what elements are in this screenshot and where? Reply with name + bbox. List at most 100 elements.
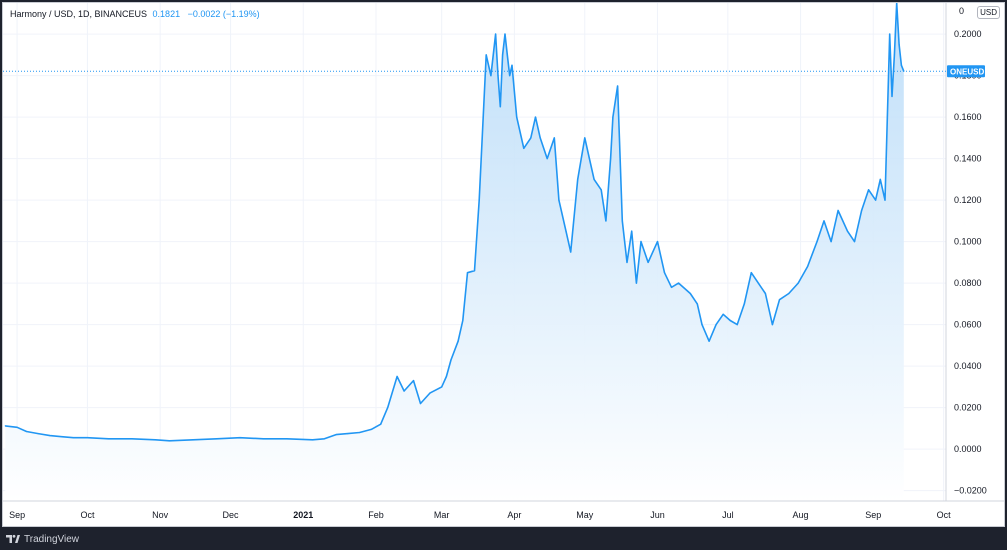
x-tick-label: Feb <box>368 510 384 520</box>
data-point <box>853 241 856 243</box>
data-point <box>530 137 532 139</box>
data-point <box>154 439 157 441</box>
x-tick-label: Aug <box>793 510 809 520</box>
data-point <box>656 241 659 243</box>
data-point <box>816 241 818 243</box>
data-point <box>131 438 133 440</box>
data-point <box>558 199 560 201</box>
y-tick-label: 0.0400 <box>954 361 982 371</box>
y-tick-label: 0.1200 <box>954 195 982 205</box>
data-point <box>689 292 691 295</box>
data-point <box>441 386 443 388</box>
tradingview-brand-label: TradingView <box>24 533 80 545</box>
data-point <box>678 282 680 284</box>
currency-button[interactable]: USD <box>977 6 1000 19</box>
data-point <box>879 178 881 180</box>
data-point <box>239 437 241 439</box>
data-point <box>478 199 480 201</box>
y-tick-label: −0.0200 <box>954 486 987 496</box>
data-point <box>539 137 541 139</box>
data-point <box>502 54 504 56</box>
y-tick-label: 0.0200 <box>954 403 982 413</box>
price-axis[interactable]: 0.20000.18000.16000.14000.12000.10000.08… <box>954 29 987 496</box>
price-tag-label: ONEUSD <box>950 67 984 76</box>
data-point <box>889 33 891 35</box>
y-tick-label: 0.0600 <box>954 320 982 330</box>
y-tick-label: 0.1400 <box>954 154 982 164</box>
x-tick-label: Oct <box>937 510 952 520</box>
time-axis[interactable]: Sep Oct Nov Dec 2021 Feb Mar Apr May Jun Jul Aug Sep… <box>9 510 951 520</box>
price-line <box>4 3 905 442</box>
x-tick-label: Apr <box>507 510 521 520</box>
data-point <box>462 319 464 322</box>
data-point <box>617 85 619 87</box>
y-tick-label: 0.1000 <box>954 237 982 247</box>
data-point <box>729 319 731 322</box>
data-point <box>499 106 501 108</box>
x-tick-label: Sep <box>9 510 25 520</box>
data-point <box>605 220 607 222</box>
data-point <box>485 54 487 56</box>
data-point <box>846 230 849 232</box>
data-point <box>457 340 459 342</box>
data-point <box>696 303 698 305</box>
x-tick-label: Jun <box>650 510 665 520</box>
data-point <box>168 440 171 442</box>
tradingview-footer[interactable]: TradingView <box>6 531 79 547</box>
data-point <box>72 437 74 439</box>
data-point <box>715 324 717 326</box>
data-point <box>722 313 724 315</box>
data-point <box>419 402 422 405</box>
data-point <box>621 220 623 222</box>
data-point <box>898 43 900 46</box>
data-point <box>647 261 649 263</box>
data-point <box>584 137 586 139</box>
x-tick-label: Oct <box>80 510 95 520</box>
data-point <box>788 292 790 295</box>
x-tick-label: May <box>576 510 594 520</box>
data-point <box>861 209 863 212</box>
data-point <box>670 286 673 288</box>
x-tick-label: Mar <box>434 510 450 520</box>
data-point <box>495 33 497 35</box>
data-point <box>750 272 752 274</box>
data-point <box>450 359 452 361</box>
data-point <box>612 116 614 118</box>
data-point <box>896 3 898 4</box>
data-point <box>61 436 63 438</box>
data-point <box>504 33 506 35</box>
data-point <box>868 189 870 191</box>
data-point <box>553 137 555 139</box>
y-tick-label: 0.0800 <box>954 278 982 288</box>
data-point <box>37 433 39 435</box>
data-point <box>108 438 110 440</box>
data-point <box>380 423 382 425</box>
data-point <box>396 375 398 378</box>
price-chart[interactable]: 0.20000.18000.16000.14000.12000.10000.08… <box>3 3 1004 526</box>
symbol-legend[interactable]: Harmony / USD, 1D, BINANCEUS 0.1821 −0.0… <box>10 9 260 19</box>
data-point <box>16 426 18 428</box>
data-point <box>757 282 759 284</box>
price-axis-top-label: 0 <box>959 6 964 16</box>
data-point <box>262 438 264 440</box>
y-tick-label: 0.0000 <box>954 444 982 454</box>
data-point <box>807 265 809 268</box>
last-price-tag: ONEUSD <box>947 65 985 78</box>
data-point <box>837 209 839 212</box>
x-tick-label: Sep <box>865 510 881 520</box>
data-point <box>509 75 511 77</box>
data-point <box>736 324 738 326</box>
data-point <box>323 438 325 440</box>
data-point <box>506 54 508 56</box>
symbol-title: Harmony / USD, 1D, BINANCEUS <box>10 9 148 19</box>
data-point <box>743 303 745 305</box>
data-point <box>875 199 877 201</box>
last-price-value: 0.1821 <box>152 9 181 19</box>
data-point <box>347 433 349 435</box>
data-point <box>701 324 703 326</box>
data-point <box>511 64 513 66</box>
data-point <box>497 75 499 77</box>
data-point <box>286 438 288 440</box>
data-point <box>387 407 389 409</box>
data-point <box>891 95 893 97</box>
